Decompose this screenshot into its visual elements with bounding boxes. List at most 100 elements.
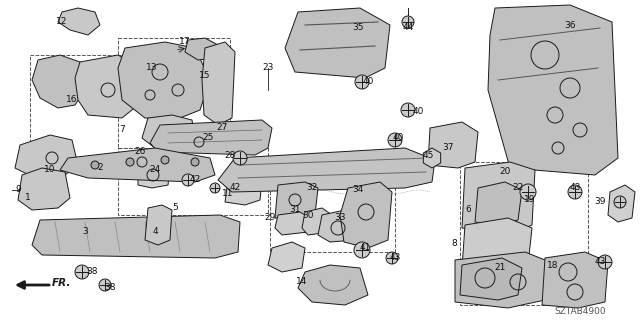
Circle shape — [182, 174, 194, 186]
Text: 39: 39 — [595, 197, 605, 206]
Polygon shape — [462, 218, 532, 272]
Text: 30: 30 — [302, 211, 314, 220]
Text: 42: 42 — [189, 175, 200, 185]
Polygon shape — [18, 168, 70, 210]
Text: 40: 40 — [392, 133, 404, 142]
Text: 38: 38 — [104, 284, 116, 292]
Text: 15: 15 — [199, 70, 211, 79]
Circle shape — [191, 158, 199, 166]
Circle shape — [354, 242, 370, 258]
Polygon shape — [150, 120, 272, 155]
Polygon shape — [142, 115, 195, 150]
Polygon shape — [32, 215, 240, 258]
Text: 9: 9 — [15, 186, 21, 195]
Polygon shape — [542, 252, 608, 308]
Text: FR.: FR. — [52, 278, 72, 288]
Polygon shape — [285, 8, 390, 78]
Polygon shape — [32, 55, 85, 108]
Text: 18: 18 — [547, 260, 559, 269]
Polygon shape — [60, 148, 215, 182]
Text: 27: 27 — [216, 124, 228, 132]
Bar — [118, 38, 230, 148]
Polygon shape — [318, 210, 358, 242]
Bar — [30, 55, 175, 165]
Text: 34: 34 — [352, 186, 364, 195]
Polygon shape — [202, 42, 235, 125]
Polygon shape — [118, 42, 210, 120]
Circle shape — [355, 75, 369, 89]
Polygon shape — [125, 150, 160, 178]
Text: 23: 23 — [262, 63, 274, 73]
Text: 36: 36 — [564, 20, 576, 29]
Circle shape — [161, 156, 169, 164]
Polygon shape — [225, 175, 262, 205]
Circle shape — [388, 133, 402, 147]
Polygon shape — [58, 8, 100, 35]
Polygon shape — [145, 205, 172, 245]
Text: 25: 25 — [202, 133, 214, 142]
Text: 26: 26 — [134, 148, 146, 156]
Text: 10: 10 — [44, 165, 56, 174]
Circle shape — [233, 151, 247, 165]
Polygon shape — [455, 252, 550, 308]
Text: 7: 7 — [119, 125, 125, 134]
Text: 44: 44 — [403, 23, 413, 33]
Polygon shape — [186, 132, 212, 152]
Text: 20: 20 — [499, 167, 511, 177]
Polygon shape — [218, 148, 435, 192]
Text: 40: 40 — [412, 108, 424, 116]
Bar — [118, 148, 268, 215]
Text: 33: 33 — [334, 213, 346, 222]
Text: 43: 43 — [389, 253, 401, 262]
Circle shape — [614, 196, 626, 208]
Text: 3: 3 — [82, 228, 88, 236]
Circle shape — [99, 279, 111, 291]
Polygon shape — [298, 265, 368, 305]
Text: 43: 43 — [595, 258, 605, 267]
Circle shape — [210, 183, 220, 193]
Text: 14: 14 — [296, 277, 308, 286]
Text: 24: 24 — [149, 165, 161, 174]
Text: 17: 17 — [179, 37, 191, 46]
Circle shape — [401, 103, 415, 117]
Text: 8: 8 — [451, 238, 457, 247]
Text: 12: 12 — [56, 18, 68, 27]
Polygon shape — [460, 258, 522, 300]
Circle shape — [520, 184, 536, 200]
Polygon shape — [302, 208, 332, 235]
Text: 11: 11 — [222, 188, 234, 197]
Text: 42: 42 — [229, 183, 241, 193]
Polygon shape — [475, 182, 522, 225]
Polygon shape — [268, 242, 305, 272]
Polygon shape — [15, 135, 78, 178]
Text: 16: 16 — [67, 95, 77, 105]
Polygon shape — [340, 182, 392, 248]
Polygon shape — [488, 5, 618, 175]
Polygon shape — [138, 163, 170, 188]
Text: 21: 21 — [494, 263, 506, 273]
Text: 22: 22 — [513, 183, 524, 193]
Text: 4: 4 — [152, 228, 158, 236]
Polygon shape — [608, 185, 635, 222]
Circle shape — [91, 161, 99, 169]
Circle shape — [386, 252, 398, 264]
Text: 41: 41 — [359, 244, 371, 252]
Polygon shape — [462, 162, 535, 235]
Circle shape — [598, 255, 612, 269]
Circle shape — [126, 158, 134, 166]
Text: 2: 2 — [97, 164, 103, 172]
Text: 29: 29 — [264, 213, 276, 222]
Bar — [460, 162, 588, 305]
Text: 40: 40 — [362, 77, 374, 86]
Circle shape — [75, 265, 89, 279]
Bar — [270, 178, 395, 252]
Polygon shape — [275, 212, 310, 235]
Text: 37: 37 — [442, 143, 454, 153]
Text: 43: 43 — [570, 183, 580, 193]
Text: 31: 31 — [289, 205, 301, 214]
Polygon shape — [185, 38, 218, 60]
Text: 5: 5 — [172, 204, 178, 212]
Circle shape — [568, 185, 582, 199]
Text: 13: 13 — [147, 63, 157, 73]
Polygon shape — [423, 148, 441, 168]
